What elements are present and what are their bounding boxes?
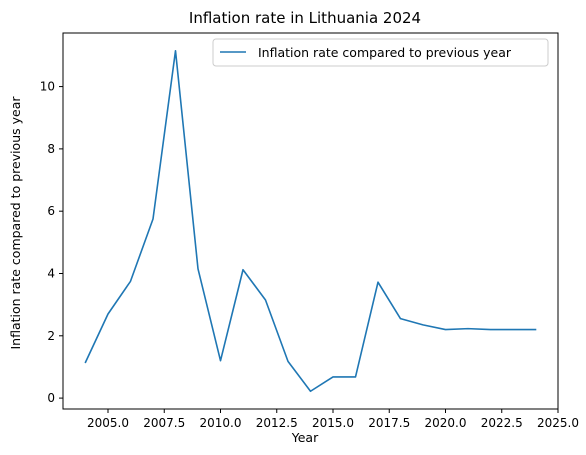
series-line-inflation	[86, 51, 536, 391]
x-tick-label: 2022.5	[481, 416, 523, 430]
y-tick-label: 8	[47, 142, 55, 156]
x-tick-label: 2020.0	[425, 416, 467, 430]
legend-label-inflation: Inflation rate compared to previous year	[258, 45, 512, 60]
x-tick-label: 2007.5	[143, 416, 185, 430]
x-tick-label: 2015.0	[312, 416, 354, 430]
x-tick-label: 2010.0	[200, 416, 242, 430]
y-tick-label: 10	[40, 80, 55, 94]
chart-title: Inflation rate in Lithuania 2024	[189, 9, 421, 27]
legend: Inflation rate compared to previous year	[213, 39, 548, 66]
y-tick-label: 2	[47, 329, 55, 343]
x-axis-label: Year	[291, 430, 319, 445]
x-tick-label: 2012.5	[256, 416, 298, 430]
y-tick-label: 0	[47, 391, 55, 405]
x-tick-label: 2017.5	[368, 416, 410, 430]
x-tick-label: 2005.0	[87, 416, 129, 430]
plot-frame	[63, 33, 558, 409]
y-tick-label: 6	[47, 204, 55, 218]
series-layer	[86, 51, 536, 391]
y-tick-label: 4	[47, 266, 55, 280]
y-axis-label: Inflation rate compared to previous year	[8, 96, 23, 350]
x-tick-label: 2025.0	[537, 416, 579, 430]
y-axis-ticks: 0 2 4 6 8 10	[40, 80, 63, 406]
x-axis-ticks: 2005.0 2007.5 2010.0 2012.5 2015.0 2017.5 2020…	[87, 409, 579, 430]
